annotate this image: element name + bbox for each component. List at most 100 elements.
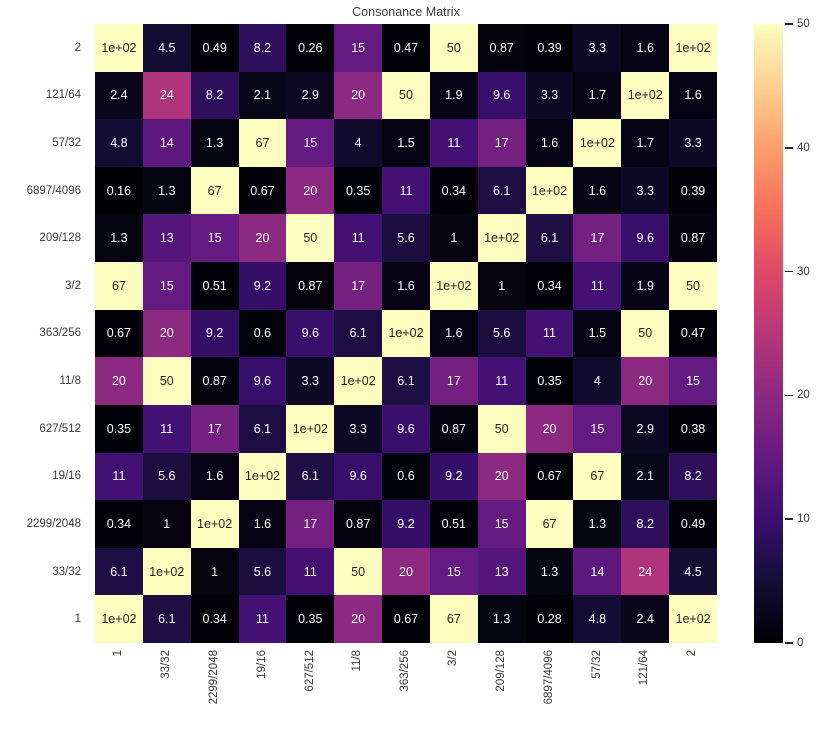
x-axis-labels: 1 33/32 2299/2048 19/16 627/512 11/8 363/256 3/… [95,650,717,738]
heatmap-cell: 17 [190,404,239,453]
heatmap-cell: 0.39 [525,24,574,72]
heatmap-cell: 1.3 [525,547,574,596]
heatmap-cell: 15 [286,119,335,167]
colorbar-tick-mark [785,147,793,149]
heatmap-cell: 1e+02 [669,24,717,72]
heatmap-cell: 0.47 [669,309,717,358]
heatmap-cell: 1 [190,547,239,596]
heatmap-cell: 9.6 [621,214,670,263]
heatmap-cell: 9.6 [286,309,335,358]
heatmap-cell: 0.51 [190,262,239,310]
heatmap-grid: 1e+02 4.5 0.49 8.2 0.26 15 0.47 50 0.87 0.39 3.3 1.… [95,24,717,643]
heatmap-cell: 4.8 [573,595,622,643]
chart-title: Consonance Matrix [352,5,460,19]
heatmap-cell: 17 [477,119,526,167]
heatmap-cell: 1.3 [95,214,143,263]
heatmap-cell: 5.6 [382,214,430,263]
heatmap-cell: 67 [95,262,143,310]
heatmap-cell: 0.87 [286,262,335,310]
heatmap-cell: 50 [286,214,335,263]
heatmap-cell: 0.16 [95,166,143,215]
heatmap-cell: 1 [429,214,478,263]
heatmap-cell: 1.3 [477,595,526,643]
heatmap-cell: 1.6 [429,309,478,358]
heatmap-cell: 0.34 [190,595,239,643]
colorbar-tick-label: 10 [797,513,810,526]
heatmap-cell: 0.35 [286,595,335,643]
heatmap-cell: 3.3 [334,404,383,453]
heatmap-cell: 4.5 [669,547,717,596]
heatmap-cell: 5.6 [238,547,287,596]
heatmap-cell: 0.34 [95,500,143,548]
heatmap-cell: 4 [573,357,622,405]
heatmap-cell: 24 [142,71,191,120]
x-tick-label: 121/64 [638,650,651,686]
heatmap-cell: 1.5 [382,119,430,167]
heatmap-cell: 0.87 [477,24,526,72]
heatmap-cell: 1.3 [573,500,622,548]
heatmap-cell: 1e+02 [525,166,574,215]
heatmap-cell: 3.3 [286,357,335,405]
heatmap-cell: 17 [286,500,335,548]
colorbar-tick-mark [785,270,793,273]
heatmap-cell: 0.26 [286,24,335,72]
heatmap-cell: 50 [477,404,526,453]
heatmap-cell: 67 [429,595,478,643]
heatmap-cell: 6.1 [142,595,191,643]
colorbar-tick-label: 20 [797,389,810,402]
heatmap-cell: 1.3 [142,166,191,215]
heatmap-cell: 6.1 [382,357,430,405]
heatmap-cell: 8.2 [238,24,287,72]
heatmap-cell: 14 [573,547,622,596]
heatmap-cell: 6.1 [238,404,287,453]
heatmap-cell: 0.87 [429,404,478,453]
y-axis-labels: 2 121/64 57/32 6897/4096 209/128 3/2 363/256 11… [0,24,88,643]
heatmap-cell: 9.6 [238,357,287,405]
heatmap-cell: 1.6 [382,262,430,310]
heatmap-cell: 9.2 [238,262,287,310]
heatmap-cell: 15 [190,214,239,263]
heatmap-cell: 9.2 [190,309,239,358]
heatmap-cell: 50 [669,262,717,310]
heatmap-cell: 1e+02 [621,71,670,120]
heatmap-cell: 20 [334,71,383,120]
x-tick-label: 1 [112,650,125,657]
heatmap-cell: 0.67 [95,309,143,358]
heatmap-cell: 1.9 [429,71,478,120]
heatmap-cell: 15 [573,404,622,453]
heatmap-cell: 11 [573,262,622,310]
heatmap-cell: 17 [429,357,478,405]
heatmap-cell: 0.34 [525,262,574,310]
colorbar-tick-mark [785,394,793,397]
heatmap-cell: 0.6 [382,452,430,501]
heatmap-cell: 1e+02 [334,357,383,405]
heatmap-cell: 8.2 [621,500,670,548]
heatmap-cell: 0.35 [525,357,574,405]
heatmap-cell: 11 [286,547,335,596]
x-tick-label: 2299/2048 [207,650,220,705]
heatmap-cell: 6.1 [334,309,383,358]
y-tick-label: 19/16 [52,470,81,483]
heatmap-cell: 1 [477,262,526,310]
heatmap-cell: 1.7 [573,71,622,120]
heatmap-cell: 0.87 [669,214,717,263]
heatmap-cell: 0.35 [95,404,143,453]
heatmap-cell: 4 [334,119,383,167]
y-tick-label: 121/64 [45,89,81,102]
x-tick-label: 209/128 [494,650,507,692]
heatmap-cell: 67 [573,452,622,501]
heatmap-cell: 1.6 [238,500,287,548]
y-tick-label: 57/32 [52,137,81,150]
heatmap-cell: 9.6 [382,404,430,453]
heatmap-cell: 9.2 [429,452,478,501]
heatmap-cell: 9.6 [334,452,383,501]
y-tick-label: 33/32 [52,565,81,578]
y-tick-label: 363/256 [39,327,81,340]
colorbar-tick-label: 0 [797,637,804,649]
heatmap-cell: 11 [142,404,191,453]
y-tick-label: 209/128 [39,232,81,245]
heatmap-cell: 1e+02 [238,452,287,501]
heatmap-cell: 3.3 [525,71,574,120]
heatmap-cell: 0.49 [190,24,239,72]
